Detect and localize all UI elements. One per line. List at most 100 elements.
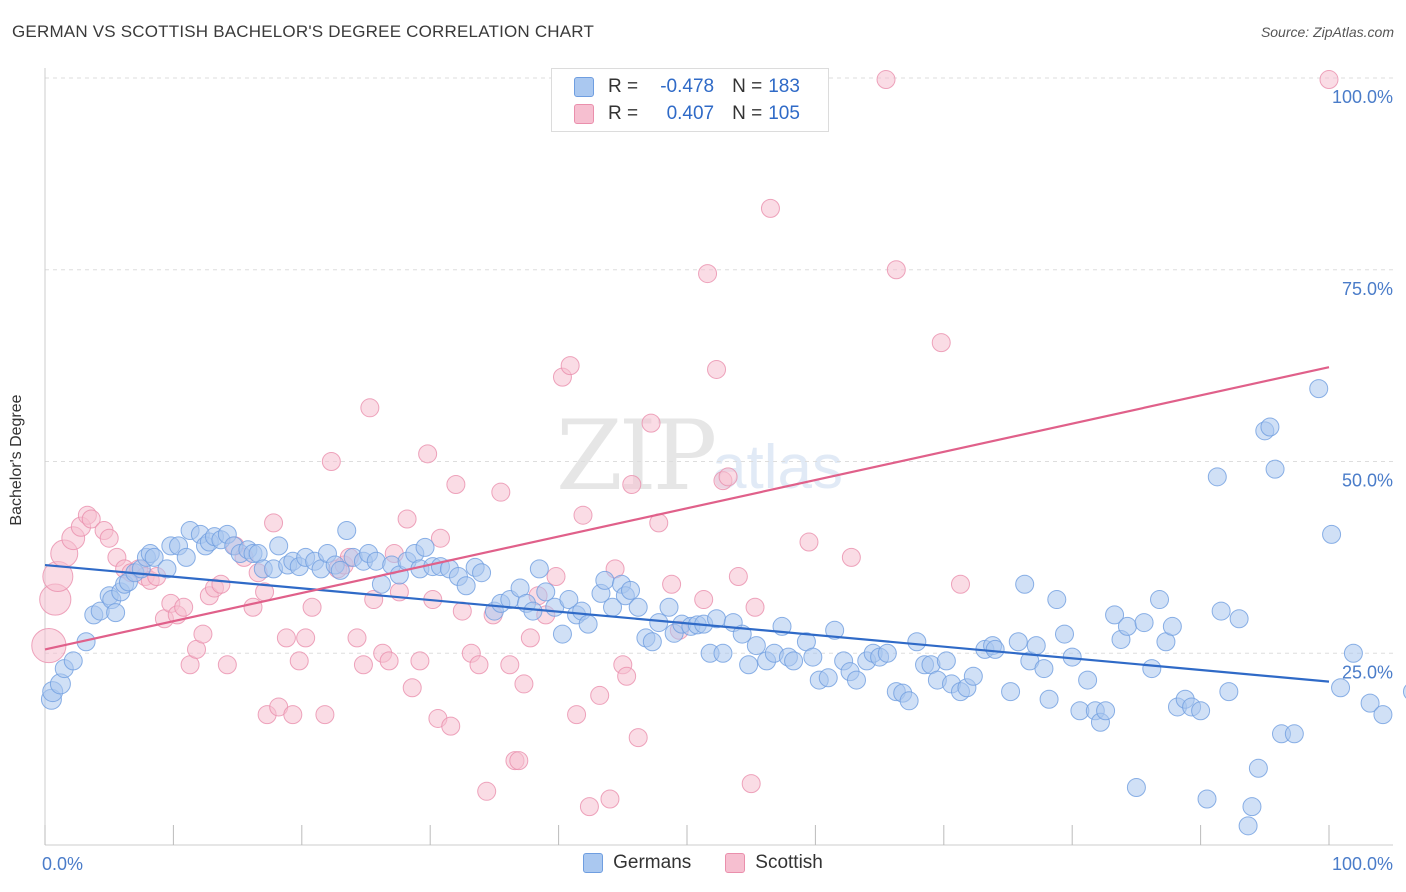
german-point — [176, 547, 196, 567]
scottish-point — [698, 264, 718, 284]
scottish-point — [353, 655, 373, 675]
german-point — [1054, 624, 1074, 644]
german-point — [578, 614, 598, 634]
german-point — [818, 668, 838, 688]
series-germans-points — [40, 379, 1406, 836]
n-label: N = — [732, 103, 763, 124]
scottish-point — [193, 624, 213, 644]
german-point — [1117, 616, 1137, 636]
german-point — [1047, 590, 1067, 610]
german-point — [963, 666, 983, 686]
scottish-point — [81, 509, 101, 529]
german-point — [1039, 689, 1059, 709]
legend-item-germans[interactable]: Germans — [583, 852, 691, 874]
trend-line-scottish — [44, 366, 1330, 651]
watermark-atlas: atlas — [712, 433, 843, 502]
german-point — [269, 536, 289, 556]
watermark-zip: ZIP — [556, 400, 717, 512]
chart-title: GERMAN VS SCOTTISH BACHELOR'S DEGREE COR… — [12, 22, 595, 41]
x-tick-label-min: 0.0% — [42, 854, 83, 874]
german-point — [552, 624, 572, 644]
scottish-point — [617, 666, 637, 686]
german-point — [1008, 632, 1028, 652]
german-point — [1034, 659, 1054, 679]
scottish-point — [876, 70, 896, 90]
scottish-point — [841, 547, 861, 567]
scottish-point — [347, 628, 367, 648]
correlation-legend: R = -0.478 N = 183 R = 0.407 N = 105 — [551, 68, 829, 132]
german-point — [936, 651, 956, 671]
scottish-point — [718, 467, 738, 487]
scottish-legend-label: Scottish — [755, 852, 823, 873]
german-point — [1126, 777, 1146, 797]
r-label: R = — [608, 76, 639, 97]
german-point — [144, 547, 164, 567]
german-point — [1162, 616, 1182, 636]
scottish-point — [491, 482, 511, 502]
y-axis-label: Bachelor's Degree — [8, 394, 25, 526]
german-point — [472, 563, 492, 583]
german-point — [803, 647, 823, 667]
german-point — [559, 590, 579, 610]
scottish-point — [520, 628, 540, 648]
german-point — [1242, 797, 1262, 817]
scottish-point — [315, 705, 335, 725]
legend-item-scottish[interactable]: Scottish — [725, 852, 823, 874]
german-point — [713, 643, 733, 663]
german-point — [899, 691, 919, 711]
scottish-point — [243, 597, 263, 617]
scottish-point — [662, 574, 682, 594]
scottish-point — [302, 597, 322, 617]
german-point — [746, 636, 766, 656]
y-tick-label: 100.0% — [1332, 87, 1393, 107]
german-point — [1134, 613, 1154, 633]
scottish-point — [1319, 70, 1339, 90]
german-point — [877, 643, 897, 663]
scottish-point — [886, 260, 906, 280]
scottish-point — [441, 716, 461, 736]
y-tick-label: 75.0% — [1342, 279, 1393, 299]
scottish-point — [217, 655, 237, 675]
german-point — [595, 570, 615, 590]
german-point — [1248, 758, 1268, 778]
scottish-point — [622, 475, 642, 495]
scottish-point — [500, 655, 520, 675]
german-point — [106, 603, 126, 623]
german-point — [739, 655, 759, 675]
scottish-point — [579, 797, 599, 817]
german-point — [157, 559, 177, 579]
german-point — [1322, 524, 1342, 544]
german-point — [1105, 605, 1125, 625]
scottish-point — [573, 505, 593, 525]
series-scottish-points — [31, 70, 1339, 817]
scottish-point — [264, 513, 284, 533]
scottish-point — [760, 198, 780, 218]
scottish-point — [590, 685, 610, 705]
german-point — [1360, 693, 1380, 713]
german-point — [415, 537, 435, 557]
scottish-point — [289, 651, 309, 671]
german-point — [536, 582, 556, 602]
german-point — [1197, 789, 1217, 809]
german-point — [649, 613, 669, 633]
german-point — [1229, 609, 1249, 629]
legend-row-germans: R = -0.478 N = 183 — [574, 74, 800, 100]
scottish-point — [560, 356, 580, 376]
german-point — [784, 651, 804, 671]
scottish-point — [379, 651, 399, 671]
german-point — [1331, 678, 1351, 698]
scottish-r-value: 0.407 — [666, 103, 715, 124]
trend-line-germans — [44, 563, 1330, 683]
germans-legend-label: Germans — [613, 852, 692, 873]
scottish-point — [296, 628, 316, 648]
german-point — [1026, 636, 1046, 656]
german-point — [846, 670, 866, 690]
scottish-point — [641, 413, 661, 433]
scottish-point — [397, 509, 417, 529]
german-point — [1219, 682, 1239, 702]
scottish-point — [745, 597, 765, 617]
german-point — [1207, 467, 1227, 487]
german-point — [907, 632, 927, 652]
y-tick-label: 25.0% — [1342, 662, 1393, 682]
german-point — [1309, 379, 1329, 399]
